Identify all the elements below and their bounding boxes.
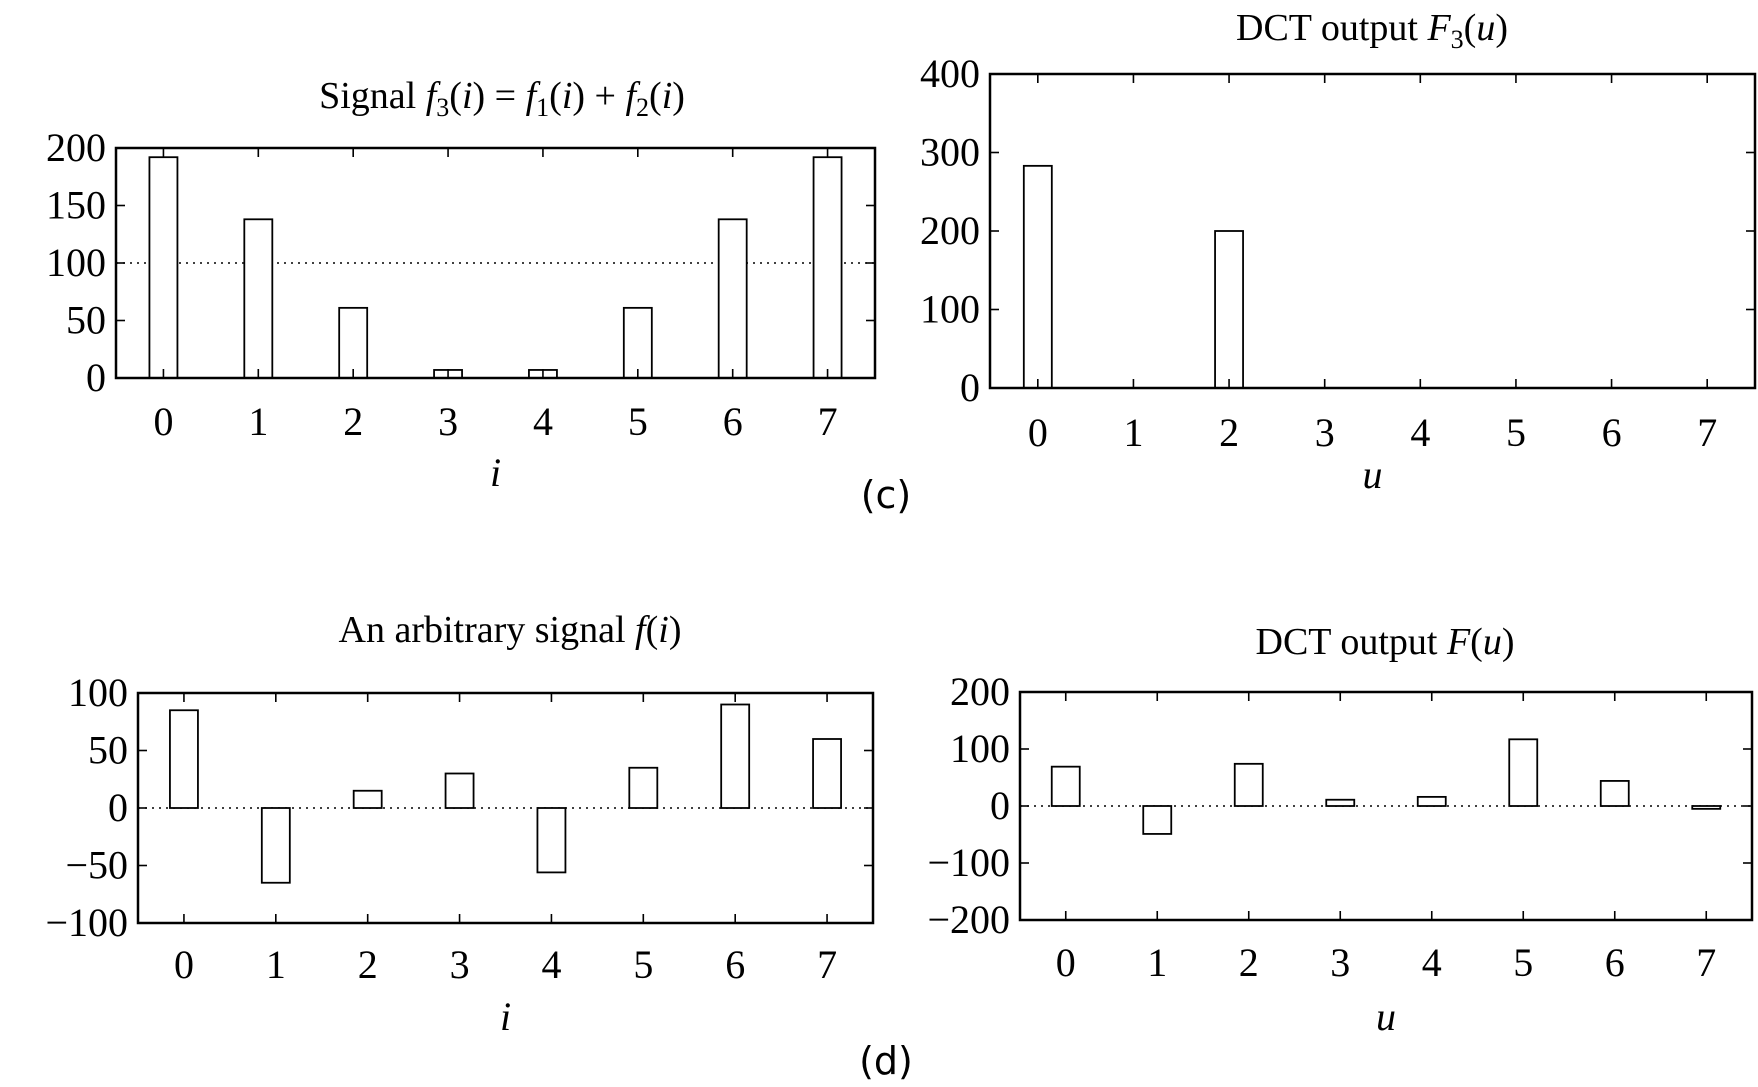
y-tick-label: 300	[920, 130, 980, 175]
y-tick-label: 100	[68, 670, 128, 715]
bar-6	[717, 218, 748, 379]
y-tick-label: 50	[88, 728, 128, 773]
y-tick-label: 150	[46, 183, 106, 228]
bar-1	[1142, 805, 1173, 835]
chart-title: DCT output F(u)	[1256, 621, 1515, 663]
x-tick-label: 2	[1239, 940, 1259, 985]
y-tick-label: 200	[46, 125, 106, 170]
chart-arbitrary-signal: An arbitrary signal f(i) −100 −50 0 50 100 0 1…	[45, 609, 875, 1039]
x-tick-label: 0	[1056, 940, 1076, 985]
y-tick-label: 100	[920, 287, 980, 332]
panel-label-d: (d)	[859, 1039, 913, 1083]
x-tick-label: 7	[817, 942, 837, 987]
bar-0	[169, 709, 199, 809]
y-tick-label: 100	[46, 240, 106, 285]
y-tick-label: 0	[990, 783, 1010, 828]
y-tick-label: 100	[950, 726, 1010, 771]
x-tick-label: 5	[1513, 940, 1533, 985]
x-tick-label: 1	[1147, 940, 1167, 985]
bar-2	[352, 789, 383, 809]
y-tick-label: −200	[927, 897, 1010, 942]
bar-2	[1214, 230, 1244, 389]
chart-title: DCT output F3(u)	[1236, 7, 1508, 54]
x-tick-label: 5	[628, 399, 648, 444]
x-axis-label: u	[1363, 452, 1383, 497]
y-tick-label: 50	[66, 298, 106, 343]
x-tick-label: 4	[1422, 940, 1442, 985]
x-tick-label: 3	[1315, 410, 1335, 455]
chart-signal-f3: Signal f3(i) = f1(i) + f2(i) 05010015020…	[46, 75, 877, 495]
x-tick-label: 4	[1410, 410, 1430, 455]
bar-7	[812, 156, 843, 379]
x-tick-label: 6	[723, 399, 743, 444]
x-tick-label: 6	[1602, 410, 1622, 455]
x-tick-label: 5	[1506, 410, 1526, 455]
bar-2	[1233, 762, 1264, 807]
bar-6	[1599, 780, 1630, 807]
chart-title: An arbitrary signal f(i)	[339, 609, 682, 651]
bar-5	[628, 766, 659, 809]
bar-3	[1325, 798, 1356, 807]
x-tick-label: 6	[1605, 940, 1625, 985]
x-tick-label: 3	[438, 399, 458, 444]
y-tick-label: −100	[45, 900, 128, 945]
x-tick-label: 1	[248, 399, 268, 444]
x-tick-label: 2	[343, 399, 363, 444]
y-tick-label: −50	[65, 843, 128, 888]
x-tick-label: 2	[1219, 410, 1239, 455]
x-axis-label: u	[1376, 994, 1396, 1039]
x-tick-label: 1	[266, 942, 286, 987]
x-tick-label: 7	[1696, 940, 1716, 985]
x-tick-label: 4	[533, 399, 553, 444]
x-tick-label: 5	[633, 942, 653, 987]
x-tick-label: 7	[818, 399, 838, 444]
x-axis-label: i	[500, 994, 511, 1039]
bar-0	[1050, 765, 1081, 807]
x-tick-label: 0	[1028, 410, 1048, 455]
bar-0	[148, 156, 179, 379]
y-tick-label: 200	[950, 669, 1010, 714]
plot-frame	[988, 72, 1757, 390]
x-axis-label: i	[490, 450, 501, 495]
x-tick-label: 7	[1697, 410, 1717, 455]
y-tick-label: −100	[927, 840, 1010, 885]
bar-7	[812, 738, 842, 809]
y-tick-label: 200	[920, 208, 980, 253]
bar-1	[243, 218, 274, 379]
bar-1	[260, 807, 291, 884]
y-tick-label: 0	[108, 785, 128, 830]
bar-7	[1691, 805, 1722, 810]
x-tick-label: 1	[1123, 410, 1143, 455]
bar-5	[1508, 738, 1539, 807]
bar-3	[444, 772, 475, 809]
x-tick-label: 0	[174, 942, 194, 987]
chart-title: Signal f3(i) = f1(i) + f2(i)	[319, 75, 685, 122]
bar-5	[622, 306, 653, 379]
y-tick-label: 0	[86, 355, 106, 400]
x-tick-label: 4	[541, 942, 561, 987]
chart-dct-f3: DCT output F3(u) 0 100 200 300 400 0 1 2 3 4 5 6 7 u	[920, 7, 1757, 497]
bar-4	[536, 807, 567, 874]
bar-2	[338, 306, 369, 379]
x-tick-label: 0	[153, 399, 173, 444]
bar-0	[1022, 164, 1053, 389]
x-tick-label: 2	[358, 942, 378, 987]
chart-dct-f: DCT output F(u) −200 −100 0 100 200 0 1 2 3 4 5 6 7 u	[927, 621, 1754, 1039]
panel-label-c: (c)	[861, 473, 912, 517]
bar-4	[1416, 795, 1447, 807]
x-tick-label: 6	[725, 942, 745, 987]
x-tick-label: 3	[1330, 940, 1350, 985]
y-tick-label: 400	[920, 51, 980, 96]
y-tick-label: 0	[960, 365, 980, 410]
bar-6	[720, 703, 751, 809]
x-tick-label: 3	[450, 942, 470, 987]
